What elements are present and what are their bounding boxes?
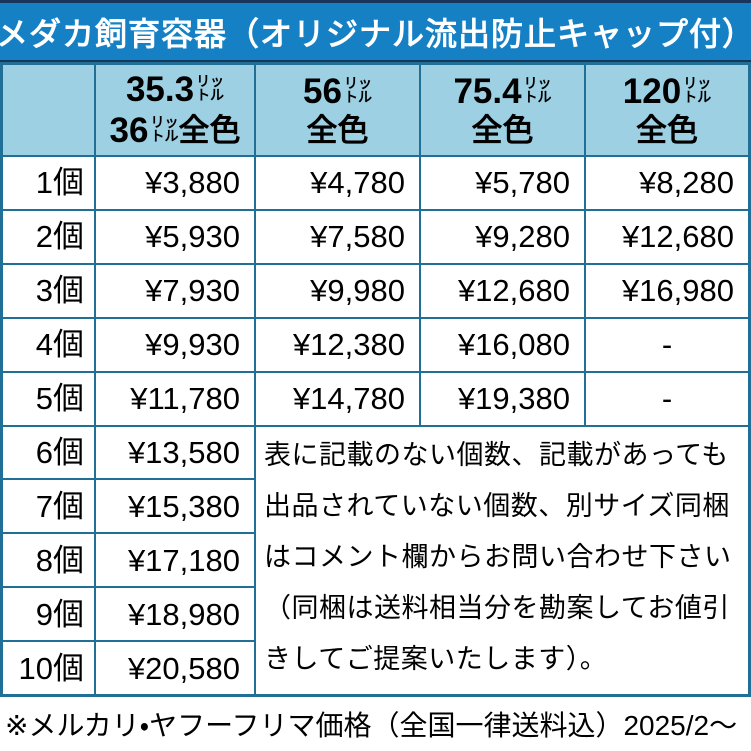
col-header-56l: 56 リッ トル 全色 [256, 65, 419, 155]
row-count-cell: 7個 [3, 480, 94, 533]
col-header-sub: 36 リッ トル 全色 [109, 111, 241, 150]
no-offer-dash-cell: - [586, 318, 748, 371]
row-count-cell: 9個 [3, 588, 94, 641]
price-cell: ¥12,380 [256, 318, 419, 371]
row-count-cell: 1個 [3, 157, 94, 209]
col-header-75l: 75.4 リッ トル 全色 [421, 65, 584, 155]
price-table: 35.3 リッ トル 36 リッ トル 全色 56 リッ トル 全色 [0, 62, 751, 697]
price-cell: ¥9,930 [96, 318, 254, 371]
corner-cell [3, 65, 94, 155]
footer: ※メルカリ・ヤフーフリマ価格（全国一律送料込）2025/2～ [0, 697, 751, 751]
price-cell: ¥11,780 [96, 372, 254, 425]
price-cell: ¥18,980 [96, 588, 254, 641]
price-cell: ¥15,380 [96, 480, 254, 533]
liter-unit: リッ トル [196, 72, 225, 103]
row-count-cell: 5個 [3, 372, 94, 425]
liter-unit: リッ トル [683, 74, 712, 105]
footer-text: ※メルカリ・ヤフーフリマ価格（全国一律送料込）2025/2～ [5, 710, 738, 741]
price-cell: ¥16,080 [421, 318, 584, 371]
price-cell: ¥7,580 [256, 210, 419, 263]
liter-unit: リッ トル [523, 74, 552, 105]
col-header-size: 120 リッ トル [622, 72, 712, 111]
page-title: メダカ飼育容器（オリジナル流出防止キャップ付） [0, 15, 751, 52]
note-cell: 表に記載のない個数、記載があっても出品されていない個数、別サイズ同梱はコメント欄… [256, 426, 748, 694]
col-header-size: 35.3 リッ トル [125, 70, 225, 109]
col-header-sub: 全色 [306, 113, 369, 148]
col-header-sub: 全色 [636, 113, 698, 148]
col-header-sub: 全色 [471, 113, 534, 148]
price-cell: ¥5,780 [421, 157, 584, 209]
price-cell: ¥7,930 [96, 264, 254, 317]
row-count-cell: 10個 [3, 642, 94, 694]
liter-unit: リッ トル [150, 113, 179, 144]
col-header-size: 56 リッ トル [303, 72, 372, 111]
price-cell: ¥9,280 [421, 210, 584, 263]
price-cell: ¥9,980 [256, 264, 419, 317]
col-header-size: 75.4 リッ トル [453, 72, 552, 111]
price-cell: ¥19,380 [421, 372, 584, 425]
price-cell: ¥13,580 [96, 426, 254, 479]
price-cell: ¥20,580 [96, 642, 254, 694]
price-cell: ¥8,280 [586, 157, 748, 209]
price-cell: ¥14,780 [256, 372, 419, 425]
row-count-cell: 2個 [3, 210, 94, 263]
no-offer-dash-cell: - [586, 372, 748, 425]
price-cell: ¥3,880 [96, 157, 254, 209]
row-count-cell: 6個 [3, 426, 94, 479]
row-count-cell: 3個 [3, 264, 94, 317]
price-cell: ¥12,680 [586, 210, 748, 263]
liter-unit: リッ トル [343, 74, 372, 105]
price-cell: ¥17,180 [96, 534, 254, 587]
col-header-120l: 120 リッ トル 全色 [586, 65, 748, 155]
row-count-cell: 4個 [3, 318, 94, 371]
price-cell: ¥12,680 [421, 264, 584, 317]
price-cell: ¥5,930 [96, 210, 254, 263]
col-header-35l: 35.3 リッ トル 36 リッ トル 全色 [96, 65, 254, 155]
row-count-cell: 8個 [3, 534, 94, 587]
title-bar: メダカ飼育容器（オリジナル流出防止キャップ付） [0, 0, 751, 62]
price-cell: ¥16,980 [586, 264, 748, 317]
price-cell: ¥4,780 [256, 157, 419, 209]
